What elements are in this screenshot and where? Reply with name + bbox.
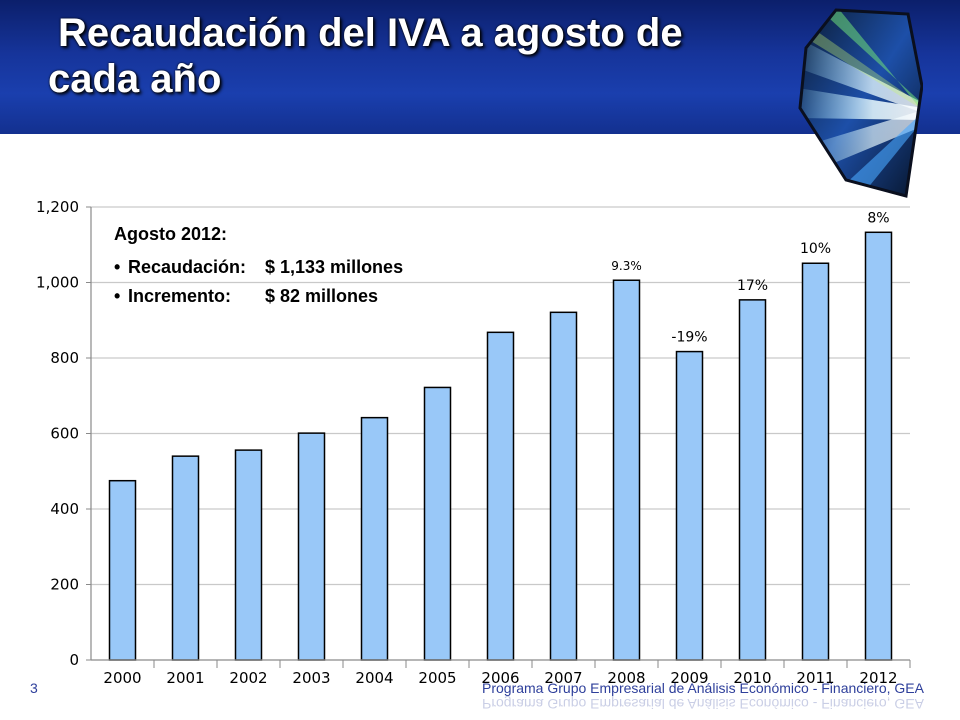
x-tick-label: 2002 [229, 669, 267, 687]
x-tick-label: 2007 [544, 669, 582, 687]
bar-2006 [486, 331, 515, 661]
annotation-value: $ 82 millones [265, 286, 379, 306]
bar-2012 [864, 231, 893, 661]
bullet-icon: • [114, 286, 121, 306]
bar-2008 [612, 279, 641, 661]
annotation-row-recaudacion: • Recaudación: $ 1,133 millones [114, 257, 444, 278]
x-tick-label: 2008 [607, 669, 645, 687]
x-tick-label: 2001 [166, 669, 204, 687]
bar-2011 [801, 262, 830, 661]
data-label: 10% [800, 241, 831, 257]
x-tick-label: 2003 [292, 669, 330, 687]
data-label: -19% [671, 330, 707, 346]
bar-2009 [675, 350, 704, 661]
bar-2007 [549, 311, 578, 661]
data-label: 8% [867, 210, 889, 226]
x-tick-label: 2012 [859, 669, 897, 687]
y-tick-label: 200 [50, 576, 79, 594]
bar-2004 [360, 416, 389, 661]
x-tick-label: 2010 [733, 669, 771, 687]
bar-2005 [423, 386, 452, 661]
annotation-heading: Agosto 2012: [114, 224, 228, 244]
y-tick-label: 1,000 [36, 274, 79, 292]
bar-2001 [171, 455, 200, 661]
labels: 0 200 400 600 800 1,000 1,200 2000 2001 2002 2003 2… [36, 198, 898, 687]
slide-title-line-1: Recaudación del IVA a agosto de [58, 11, 683, 55]
annotation-box: Agosto 2012: • Recaudación: $ 1,133 millon… [114, 224, 444, 315]
annotation-label: Incremento: [128, 286, 232, 306]
x-tick-label: 2005 [418, 669, 456, 687]
bar-2002 [234, 449, 263, 661]
y-tick-label: 600 [50, 425, 79, 443]
y-tick-label: 1,200 [36, 198, 79, 216]
y-tick-label: 400 [50, 500, 79, 518]
header-band [0, 0, 960, 134]
data-label: 17% [737, 278, 768, 294]
x-tick-label: 2006 [481, 669, 519, 687]
y-tick-label: 0 [69, 651, 79, 669]
x-tick-label: 2009 [670, 669, 708, 687]
decorative-light-burst-logo [798, 8, 923, 198]
annotation-value: $ 1,133 millones [265, 257, 404, 277]
bar-2010 [738, 299, 767, 661]
bars [108, 231, 893, 661]
bar-2003 [297, 432, 326, 661]
x-tick-label: 2004 [355, 669, 393, 687]
axes [86, 206, 911, 668]
bullet-icon: • [114, 257, 121, 277]
y-tick-label: 800 [50, 349, 79, 367]
annotation-row-incremento: • Incremento: $ 82 millones [114, 286, 444, 307]
data-label: 9.3% [611, 259, 642, 273]
page-number: 3 [30, 680, 38, 696]
slide-title-line-2: cada año [48, 57, 222, 101]
slide-title: Recaudación del IVA a agosto de cada año [48, 10, 748, 102]
footer-reflection: Programa Grupo Empresarial de Análisis E… [482, 696, 924, 712]
x-tick-label: 2011 [796, 669, 834, 687]
annotation-label: Recaudación: [128, 257, 247, 277]
bar-2000 [108, 479, 137, 661]
x-tick-label: 2000 [103, 669, 141, 687]
footer-text: Programa Grupo Empresarial de Análisis E… [482, 680, 924, 696]
